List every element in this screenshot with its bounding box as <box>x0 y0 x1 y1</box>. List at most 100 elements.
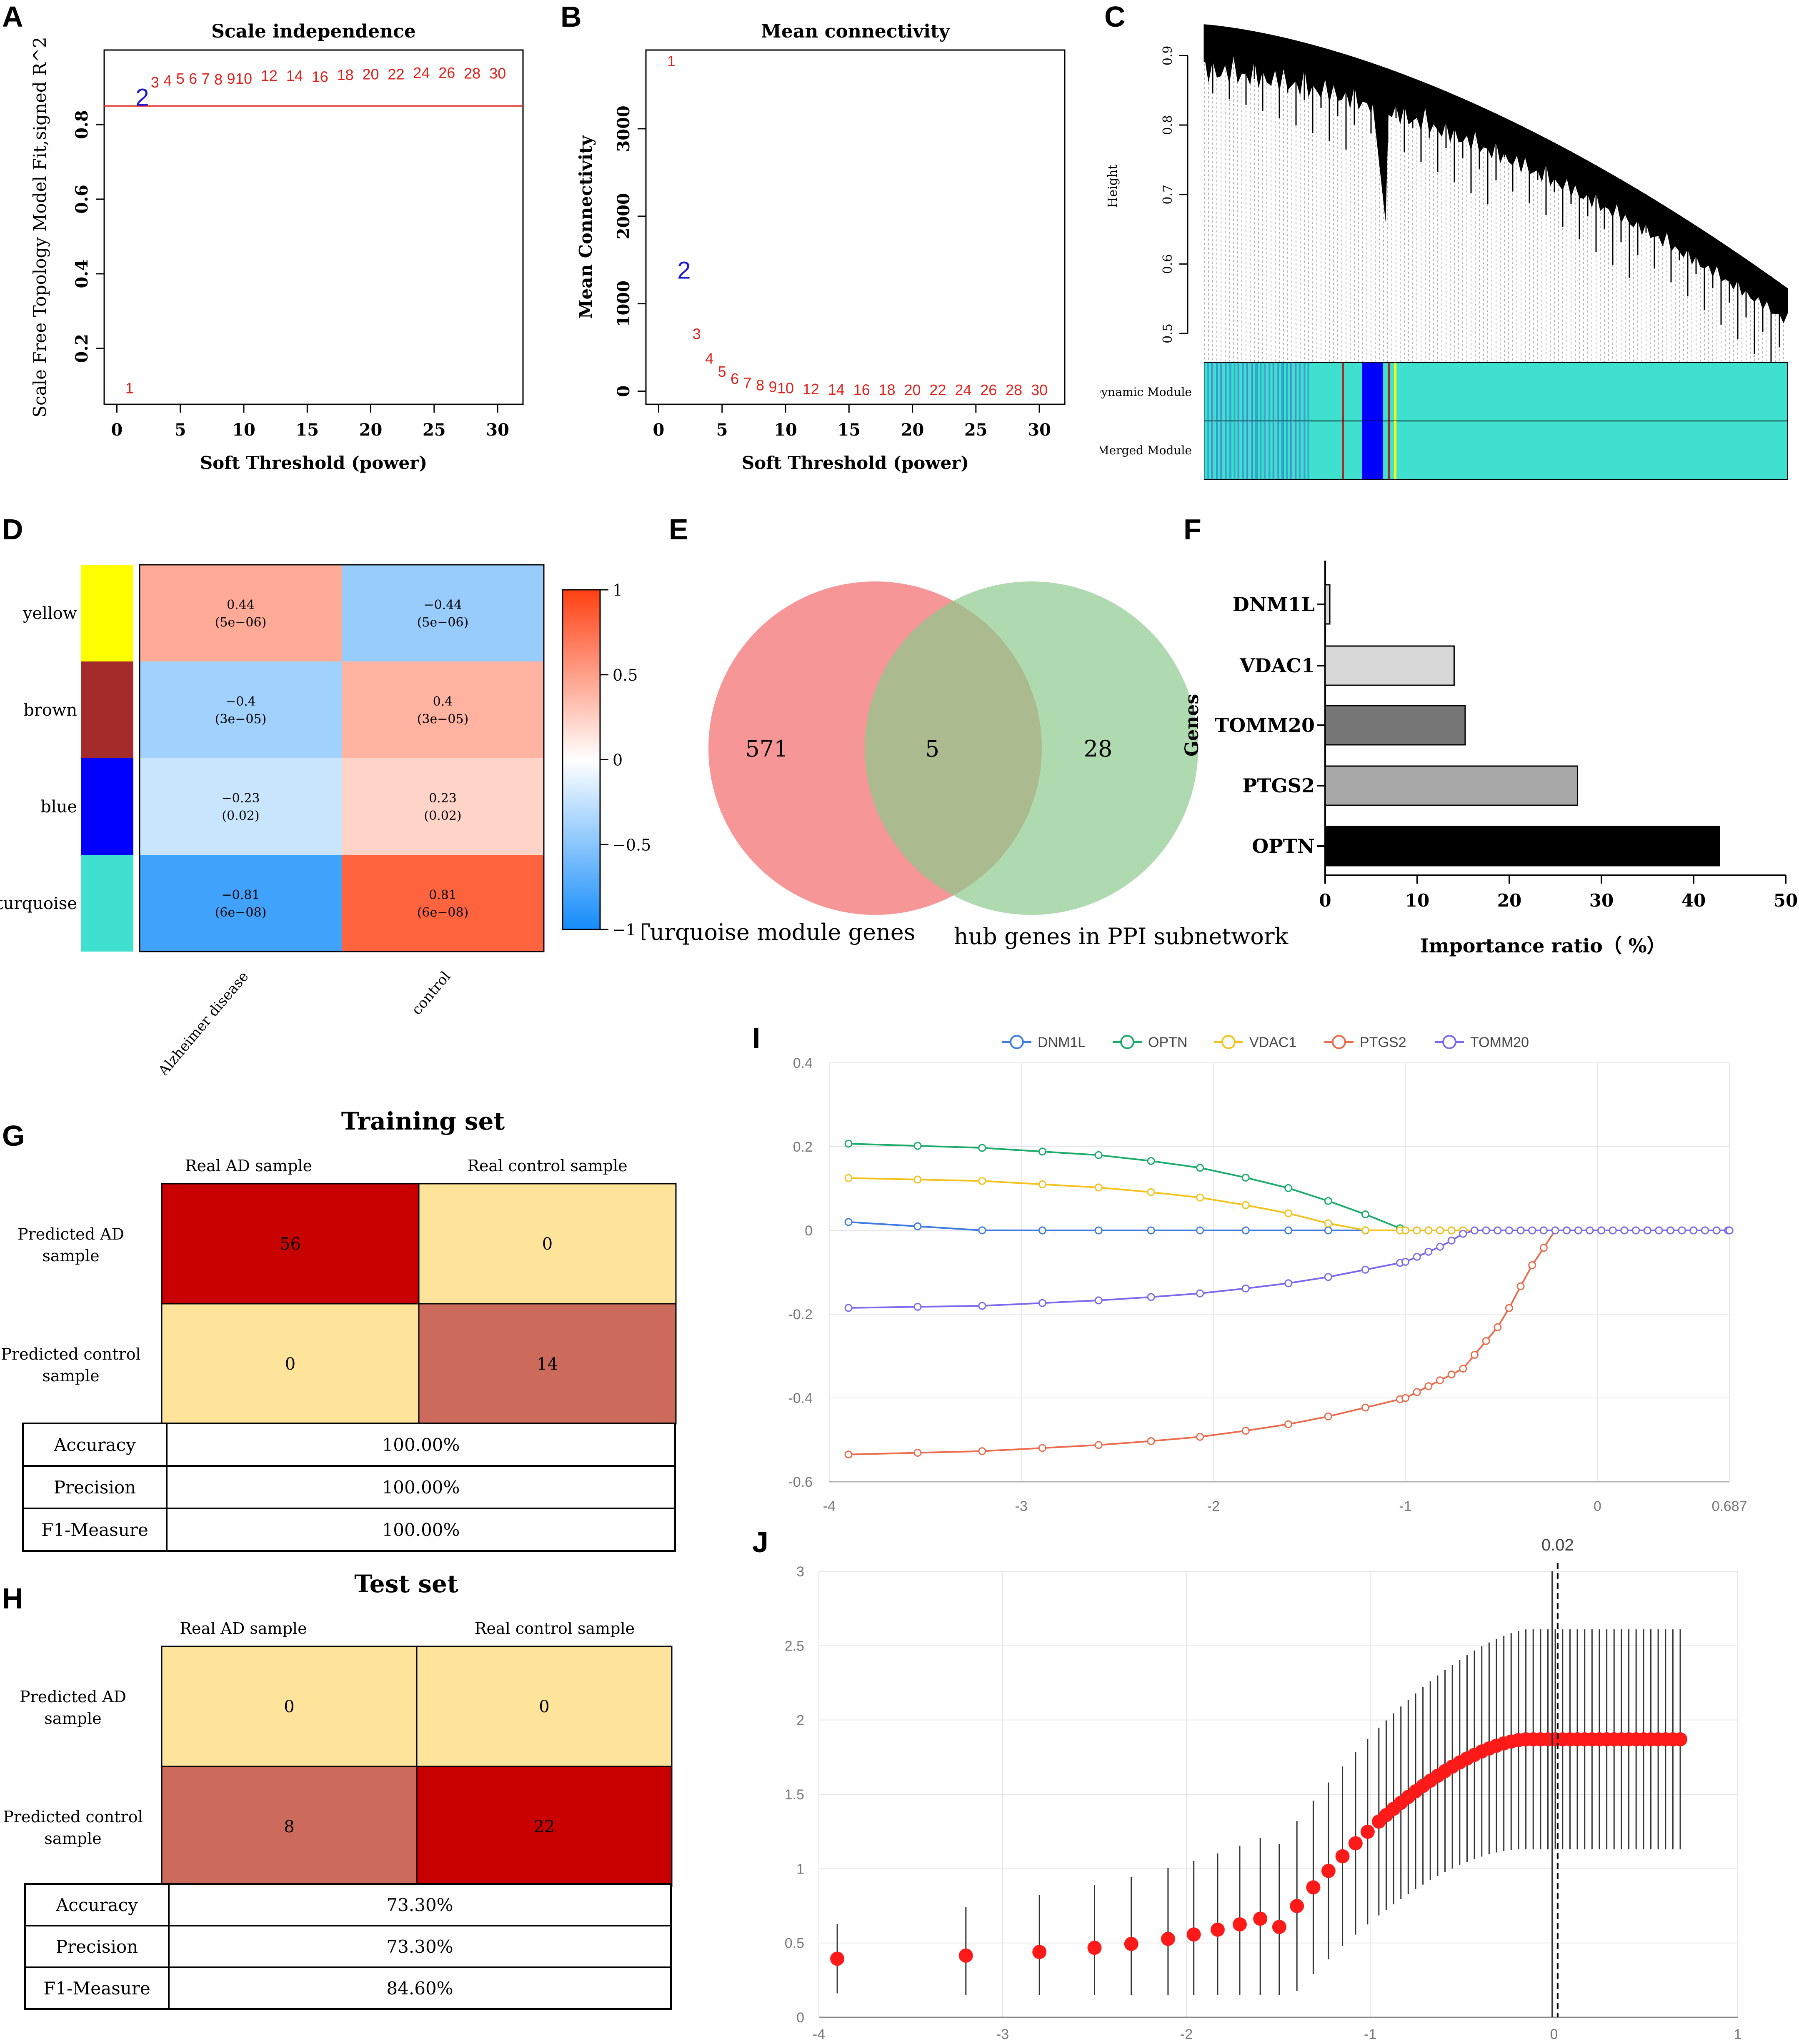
series-point <box>1401 1257 1410 1266</box>
module-stripe <box>1286 363 1287 421</box>
heatmap-frame <box>139 564 545 952</box>
series-point <box>1436 1376 1444 1385</box>
series-point <box>1284 1226 1293 1235</box>
row-header: sample <box>42 1367 99 1385</box>
x-tick-label: -2 <box>1207 1498 1220 1514</box>
module-stripe <box>1260 363 1261 421</box>
color-legend-bar <box>562 589 601 930</box>
series-point <box>1413 1388 1421 1396</box>
series-point <box>1147 1437 1155 1445</box>
series-point <box>1482 1337 1490 1345</box>
bar <box>1324 645 1455 686</box>
module-stripe <box>1239 363 1240 421</box>
data-point-label: 6 <box>189 70 197 87</box>
venn-count-a: 571 <box>745 736 788 762</box>
module-color-swatch <box>81 565 133 661</box>
panel-label-i: I <box>752 1022 761 1054</box>
cv-point <box>1232 1917 1247 1931</box>
category-label: VDAC1 <box>1239 654 1315 677</box>
module-stripe <box>1246 421 1247 479</box>
heatmap-cell <box>342 855 544 952</box>
column-header: Real control sample <box>467 1157 627 1175</box>
y-tick-label: 0.8 <box>72 110 92 139</box>
vline-label: 0.02 <box>1541 1536 1574 1554</box>
module-stripe <box>1217 421 1218 479</box>
y-tick-label: 0 <box>796 2010 804 2026</box>
correlation-value: 0.23 <box>429 791 457 806</box>
matrix-cell <box>161 1646 418 1767</box>
metric-label: Accuracy <box>53 1435 136 1455</box>
cv-point <box>1032 1945 1047 1959</box>
data-point-label: 5 <box>718 363 726 380</box>
data-point-label: 26 <box>980 381 997 398</box>
cv-point <box>1124 1936 1138 1951</box>
module-label: blue <box>40 797 77 817</box>
series-point <box>1147 1157 1155 1165</box>
module-stripe <box>1247 421 1248 479</box>
module-stripe <box>1225 363 1226 421</box>
metric-value-cell <box>166 1508 676 1552</box>
data-point-label: 24 <box>955 381 971 398</box>
module-stripe <box>1307 421 1309 479</box>
cv-point <box>1272 1920 1286 1934</box>
y-tick-label: 1 <box>796 1861 804 1877</box>
bar <box>1324 705 1466 746</box>
series-point <box>1424 1226 1433 1235</box>
cv-point <box>1335 1849 1350 1864</box>
series-point <box>1701 1226 1709 1235</box>
series-point <box>1324 1412 1332 1420</box>
legend-label: OPTN <box>1148 1035 1187 1050</box>
panel-label-g: G <box>2 1120 25 1152</box>
coefficient-path-chart: -0.6 -0.4 -0.2 0 0.2 0.4 -4 -3 -2 -1 0 0.687 DNM1L OP… <box>763 1017 1799 1517</box>
module-stripe <box>1204 421 1205 479</box>
series-point <box>1482 1226 1490 1235</box>
data-point-label: 4 <box>705 350 713 367</box>
bar <box>1324 584 1331 625</box>
series-point <box>1470 1226 1479 1235</box>
module-stripe <box>1269 363 1271 421</box>
module-stripe <box>1274 363 1275 421</box>
series-point <box>1324 1219 1332 1227</box>
series-point <box>1413 1252 1421 1261</box>
heatmap-cell <box>342 565 544 661</box>
module-stripe <box>1217 363 1218 421</box>
data-point-label: 20 <box>904 381 921 398</box>
p-value: (5e−06) <box>417 615 469 630</box>
module-stripe <box>1299 421 1300 479</box>
x-axis-label: Soft Threshold (power) <box>742 453 969 473</box>
metric-value-cell <box>168 1883 672 1926</box>
module-stripe <box>1264 363 1265 421</box>
module-stripe <box>1292 363 1293 421</box>
category-label: TOMM20 <box>1215 714 1315 736</box>
data-point-label: 16 <box>312 68 328 85</box>
module-stripe <box>1274 421 1275 479</box>
cv-point <box>1161 1931 1175 1946</box>
plot-frame <box>103 49 524 405</box>
panel-label-c: C <box>1104 0 1126 33</box>
module-stripe <box>1252 421 1253 479</box>
series-point <box>844 1450 853 1459</box>
x-tick-label: 30 <box>1028 420 1051 440</box>
module-stripe <box>1229 363 1230 421</box>
module-stripe <box>1212 421 1213 479</box>
series-point <box>1241 1201 1250 1209</box>
data-point-label: 7 <box>743 374 752 391</box>
module-stripe <box>1208 421 1209 479</box>
column-header: Real control sample <box>475 1619 635 1638</box>
series-point <box>913 1222 922 1230</box>
module-stripe <box>1295 421 1296 479</box>
cv-point <box>1348 1836 1363 1851</box>
matrix-cell <box>418 1303 677 1425</box>
module-stripe <box>1286 421 1287 479</box>
series-point <box>1284 1279 1293 1288</box>
series-point <box>1147 1293 1155 1301</box>
series-point <box>1689 1226 1698 1235</box>
x-tick-label: -1 <box>1364 2026 1376 2042</box>
module-stripe <box>1243 363 1244 421</box>
series-point <box>1447 1370 1456 1379</box>
metric-label: F1-Measure <box>43 1978 150 1999</box>
module-stripe <box>1256 363 1257 421</box>
venn-set-b <box>865 581 1198 915</box>
series-point <box>1284 1420 1293 1428</box>
module-stripe <box>1281 363 1282 421</box>
